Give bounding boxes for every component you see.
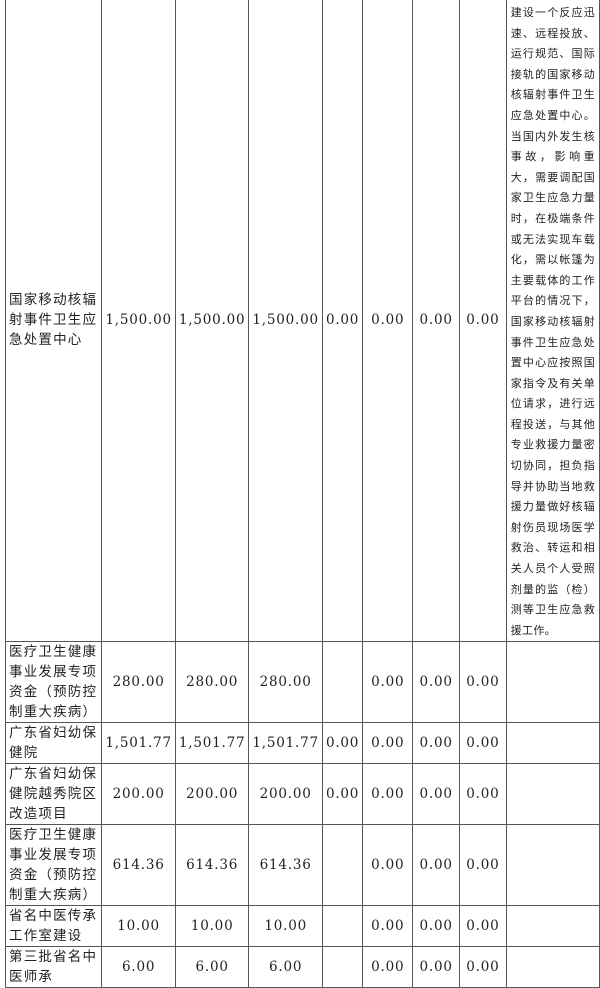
value-cell: 0.00 (321, 0, 364, 643)
table-row: 广东省妇幼保健院 1,501.77 1,501.77 1,501.77 0.00 0.00… (4, 722, 600, 765)
description-cell: 建设一个反应迅速、远程投放、运行规范、国际接轨的国家移动核辐射事件卫生应急处置中… (505, 0, 600, 643)
project-name-cell: 广东省妇幼保健院越秀院区改造项目 (4, 763, 103, 826)
value-cell: 0.00 (362, 946, 414, 988)
table-row: 第三批省名中医师承 6.00 6.00 6.00 0.00 0.00 0.00 (4, 946, 600, 988)
project-name-cell: 省名中医传承工作室建设 (4, 905, 103, 948)
project-name-cell: 医疗卫生健康事业发展专项资金（预防控制重大疾病） (4, 824, 103, 907)
value-cell: 614.36 (101, 824, 176, 907)
project-name-cell: 广东省妇幼保健院 (4, 722, 103, 765)
value-cell: 0.00 (362, 0, 414, 643)
value-cell: 0.00 (412, 0, 461, 643)
value-cell: 1,500.00 (248, 0, 323, 643)
value-cell (321, 905, 364, 948)
value-cell: 1,501.77 (174, 722, 250, 765)
value-cell (321, 641, 364, 724)
description-cell (505, 763, 600, 826)
project-name-cell: 第三批省名中医师承 (4, 946, 103, 988)
value-cell: 0.00 (321, 722, 364, 765)
description-cell (505, 824, 600, 907)
value-cell: 1,501.77 (248, 722, 323, 765)
value-cell: 0.00 (412, 641, 461, 724)
value-cell: 0.00 (412, 946, 461, 988)
value-cell: 200.00 (101, 763, 176, 826)
value-cell: 10.00 (248, 905, 323, 948)
project-name-cell: 国家移动核辐射事件卫生应急处置中心 (4, 0, 103, 643)
value-cell: 0.00 (459, 641, 507, 724)
value-cell (321, 946, 364, 988)
value-cell: 0.00 (362, 905, 414, 948)
value-cell: 0.00 (362, 824, 414, 907)
description-cell (505, 722, 600, 765)
table-row: 国家移动核辐射事件卫生应急处置中心 1,500.00 1,500.00 1,500.0… (4, 0, 600, 643)
value-cell: 614.36 (248, 824, 323, 907)
project-name-cell: 医疗卫生健康事业发展专项资金（预防控制重大疾病） (4, 641, 103, 724)
value-cell: 6.00 (248, 946, 323, 988)
value-cell (321, 824, 364, 907)
value-cell: 0.00 (459, 763, 507, 826)
value-cell: 10.00 (101, 905, 176, 948)
budget-table: 国家移动核辐射事件卫生应急处置中心 1,500.00 1,500.00 1,500.0… (4, 0, 600, 988)
value-cell: 10.00 (174, 905, 250, 948)
value-cell: 6.00 (174, 946, 250, 988)
value-cell: 0.00 (412, 722, 461, 765)
value-cell: 6.00 (101, 946, 176, 988)
value-cell: 0.00 (362, 722, 414, 765)
value-cell: 1,500.00 (174, 0, 250, 643)
table-row: 省名中医传承工作室建设 10.00 10.00 10.00 0.00 0.00 0.00 (4, 905, 600, 948)
value-cell: 0.00 (362, 763, 414, 826)
value-cell: 200.00 (174, 763, 250, 826)
table-row: 医疗卫生健康事业发展专项资金（预防控制重大疾病） 614.36 614.36 614.… (4, 824, 600, 907)
description-cell (505, 946, 600, 988)
value-cell: 280.00 (248, 641, 323, 724)
value-cell: 0.00 (412, 905, 461, 948)
value-cell: 614.36 (174, 824, 250, 907)
description-cell (505, 905, 600, 948)
value-cell: 200.00 (248, 763, 323, 826)
value-cell: 1,501.77 (101, 722, 176, 765)
value-cell: 0.00 (412, 763, 461, 826)
table-row: 广东省妇幼保健院越秀院区改造项目 200.00 200.00 200.00 0.00 0.… (4, 763, 600, 826)
value-cell: 1,500.00 (101, 0, 176, 643)
value-cell: 0.00 (321, 763, 364, 826)
value-cell: 0.00 (459, 905, 507, 948)
table-row: 医疗卫生健康事业发展专项资金（预防控制重大疾病） 280.00 280.00 280.… (4, 641, 600, 724)
value-cell: 280.00 (101, 641, 176, 724)
value-cell: 0.00 (459, 722, 507, 765)
description-cell (505, 641, 600, 724)
value-cell: 0.00 (412, 824, 461, 907)
value-cell: 0.00 (362, 641, 414, 724)
value-cell: 280.00 (174, 641, 250, 724)
value-cell: 0.00 (459, 0, 507, 643)
value-cell: 0.00 (459, 824, 507, 907)
value-cell: 0.00 (459, 946, 507, 988)
